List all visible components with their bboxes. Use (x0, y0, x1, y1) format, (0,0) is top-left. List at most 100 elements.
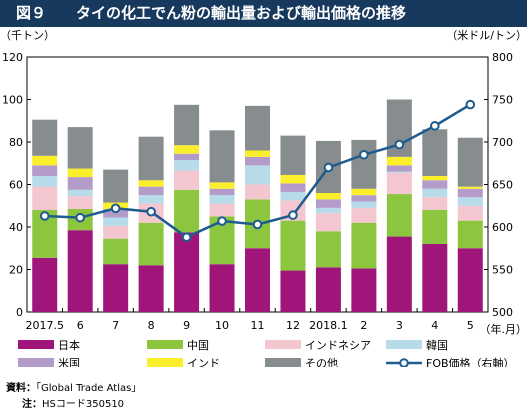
bar-segment (386, 156, 412, 166)
left-tick-label: 120 (2, 51, 23, 64)
right-axis-ticks: 500 550 600 650 700 750 800 (484, 51, 513, 319)
x-tick-label: 6 (77, 319, 84, 332)
bar-segment (280, 183, 306, 192)
bar-segment (174, 160, 200, 171)
left-tick-label: 40 (9, 221, 23, 234)
bar-segment (32, 155, 58, 166)
bar-segment (386, 194, 412, 237)
bar-segment (209, 264, 235, 312)
bar-segment (315, 231, 341, 268)
bar-segment (245, 184, 270, 200)
right-tick-label: 750 (492, 94, 513, 107)
bar-segment (351, 139, 377, 189)
bar-segment (245, 156, 270, 166)
right-tick-label: 500 (492, 306, 513, 319)
bar-segment (245, 165, 270, 185)
fob-price-point (394, 139, 405, 150)
fob-price-point (110, 203, 121, 214)
x-axis-unit: （年.月） (480, 322, 527, 336)
figure-number: 図９ (16, 4, 47, 22)
bar-segment (457, 137, 483, 187)
bar-segment (209, 130, 235, 183)
bar-segment (457, 205, 483, 221)
legend-swatch (265, 340, 301, 349)
right-tick-label: 600 (492, 221, 513, 234)
bar-segment (103, 217, 129, 226)
bar-segment (138, 265, 164, 312)
right-tick-label: 800 (492, 51, 513, 64)
legend-swatch (386, 340, 422, 349)
bar-segment (457, 220, 483, 249)
fob-price-point (288, 210, 298, 220)
bar-segment (457, 248, 483, 312)
bar-segment (67, 189, 93, 197)
bar-segment (67, 177, 93, 190)
x-tick-label: 11 (251, 319, 265, 332)
x-tick-label: 2018.1 (309, 319, 348, 332)
bar-segment (103, 225, 129, 239)
legend-swatch (147, 340, 183, 349)
bar-segment (174, 189, 200, 233)
x-tick-label: 8 (148, 319, 155, 332)
bar-segment (209, 188, 235, 196)
bar-segment (386, 165, 412, 172)
bar-segment (174, 145, 200, 154)
x-tick-label: 10 (215, 319, 229, 332)
bar-segment (32, 165, 58, 176)
bar-segment (280, 174, 306, 184)
legend-swatch (147, 358, 183, 367)
bar-segment (32, 257, 58, 312)
bar-segment (67, 230, 93, 312)
bar-segment (422, 129, 448, 176)
bar-segment (32, 186, 58, 210)
bar-segment (280, 135, 306, 175)
source-label: 資料： (6, 383, 36, 394)
fob-price-point (359, 149, 369, 160)
bar-segment (351, 207, 377, 223)
bar-segment (67, 168, 93, 178)
bar-segment (351, 201, 377, 208)
left-tick-label: 100 (2, 94, 23, 107)
legend-label: 日本 (58, 338, 80, 352)
bar-segment (351, 222, 377, 269)
legend-label: インドネシア (305, 339, 371, 352)
bar-segment (138, 222, 164, 266)
legend-label: インド (187, 357, 220, 367)
left-tick-label: 0 (16, 306, 23, 319)
bar-segment (67, 196, 93, 209)
bar-segment (315, 213, 341, 232)
bar-segment (280, 191, 306, 201)
right-axis-unit: （米ドル/トン） (446, 29, 527, 42)
legend-label: その他 (305, 357, 338, 367)
left-tick-label: 20 (9, 264, 23, 277)
bar-segment (103, 264, 129, 312)
right-tick-label: 700 (492, 136, 513, 149)
right-tick-label: 650 (492, 179, 513, 192)
bar-segment (457, 197, 483, 206)
stacked-bar-line-chart: （千トン） （米ドル/トン） 0 20 40 60 80 100 120 500 550 600… (0, 29, 527, 367)
figure-title-bar: 図９ タイの化工でん粉の輸出量および輸出価格の推移 (0, 0, 527, 27)
figure-title: タイの化工でん粉の輸出量および輸出価格の推移 (76, 4, 407, 22)
bar-segment (67, 127, 93, 169)
bar-segment (138, 180, 164, 187)
bar-segment (315, 199, 341, 208)
x-tick-label: 2017.5 (25, 319, 64, 332)
bar-segment (351, 268, 377, 312)
bar-segment (138, 136, 164, 181)
footnote-text: HSコード350510 (42, 399, 125, 410)
fob-price-point (465, 99, 476, 110)
footnote: 注：HSコード350510 (22, 395, 124, 410)
legend-label: FOB価格（右軸） (426, 356, 515, 367)
fob-price-point (75, 212, 85, 223)
bar-segment (209, 195, 235, 204)
bar-segment (138, 186, 164, 196)
fob-price-point (217, 216, 227, 226)
x-tick-label: 12 (286, 319, 300, 332)
x-tick-label: 9 (183, 319, 190, 332)
source-note: 資料：「Global Trade Atlas」 (6, 379, 141, 394)
x-tick-label: 3 (396, 319, 403, 332)
bar-segment (386, 171, 412, 173)
bar-segment (245, 105, 270, 151)
fob-price-point (181, 232, 192, 242)
bar-segment (422, 180, 448, 189)
